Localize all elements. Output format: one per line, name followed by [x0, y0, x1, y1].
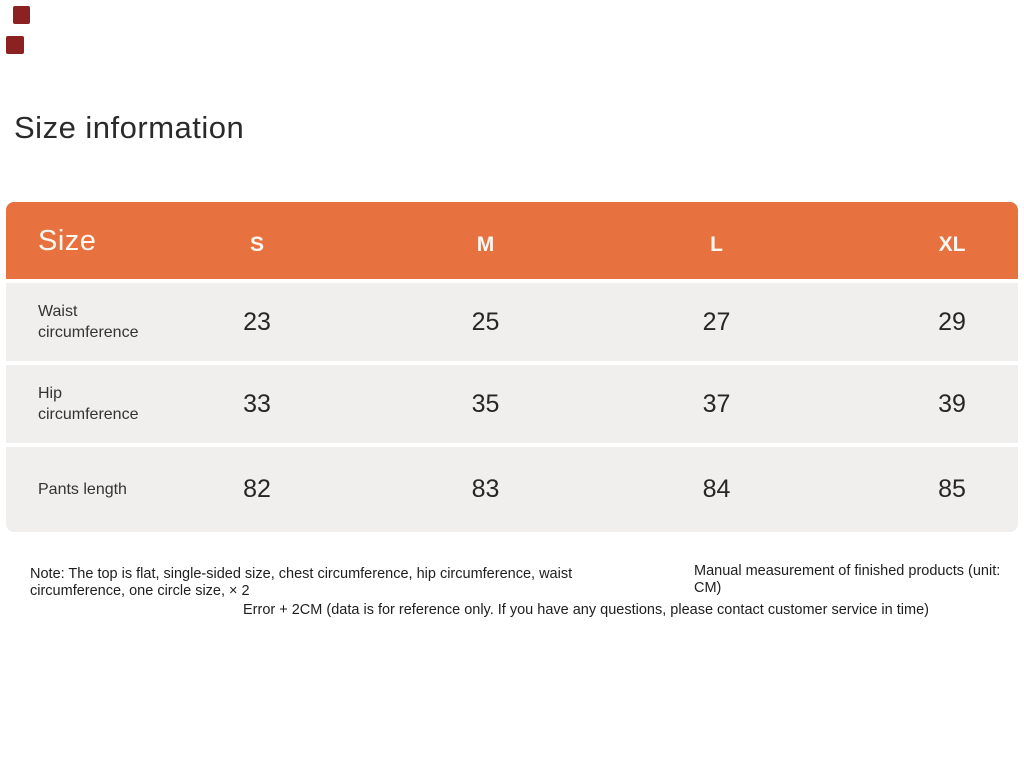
- cell-hip-s: 33: [243, 389, 271, 418]
- row-label: Pants length: [38, 481, 127, 498]
- column-header-m: M: [476, 233, 495, 256]
- size-header-label: Size: [38, 225, 97, 257]
- cell-hip-m: 35: [471, 389, 500, 418]
- cell-waist-s: 23: [243, 307, 271, 336]
- cell-pants-m: 83: [471, 475, 500, 503]
- column-header-l: L: [710, 233, 723, 256]
- row-label: Waist circumference: [38, 303, 139, 341]
- cell-waist-xl: 29: [938, 307, 966, 336]
- column-header-xl: XL: [938, 233, 966, 256]
- cell-waist-l: 27: [702, 307, 731, 336]
- cell-hip-l: 37: [702, 389, 731, 418]
- corner-mark-icon: [13, 6, 30, 24]
- page-title: Size information: [14, 110, 245, 145]
- note-measurement-method: Note: The top is flat, single-sided size…: [30, 566, 573, 599]
- size-table: Size S M L XL Waist circumference 23 25 …: [6, 202, 1018, 532]
- size-table-header-row: Size S M L XL: [6, 202, 1018, 279]
- cell-pants-l: 84: [702, 475, 731, 503]
- cell-hip-xl: 39: [938, 389, 966, 418]
- cell-pants-s: 82: [243, 475, 271, 503]
- column-header-s: S: [249, 233, 264, 256]
- cell-waist-m: 25: [471, 307, 500, 336]
- table-row-hip: Hip circumference 33 35 37 39: [6, 365, 1018, 443]
- table-row-pants-length: Pants length 82 83 84 85: [6, 447, 1018, 532]
- cell-pants-xl: 85: [938, 475, 966, 503]
- row-label: Hip circumference: [38, 385, 139, 423]
- corner-mark-icon: [6, 36, 24, 54]
- note-unit: Manual measurement of finished products …: [694, 563, 1001, 596]
- table-row-waist: Waist circumference 23 25 27 29: [6, 283, 1018, 361]
- note-error-tolerance: Error + 2CM (data is for reference only.…: [243, 602, 929, 618]
